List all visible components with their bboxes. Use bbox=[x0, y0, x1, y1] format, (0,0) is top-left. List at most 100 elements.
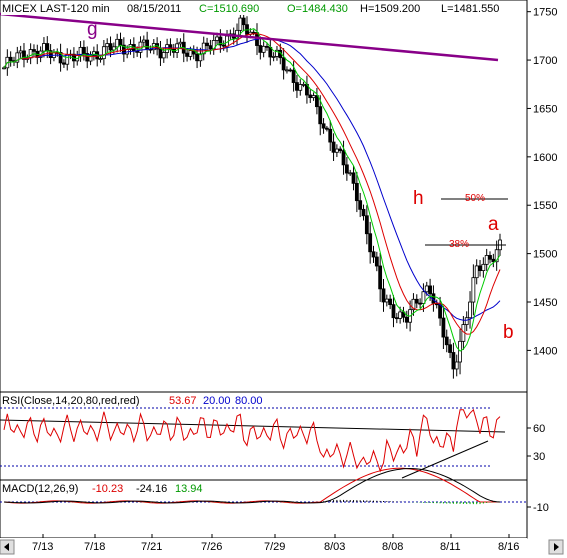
candle-body bbox=[468, 301, 472, 319]
candle-body bbox=[364, 215, 369, 235]
candle-body bbox=[338, 148, 343, 152]
candle-body bbox=[331, 141, 336, 153]
scroll-left-button[interactable] bbox=[0, 539, 15, 555]
candle-body bbox=[334, 148, 339, 153]
y-tick-label: 1650 bbox=[533, 103, 557, 115]
scroll-right-button[interactable] bbox=[548, 539, 564, 555]
candle-body bbox=[141, 39, 146, 43]
candle-body bbox=[311, 95, 316, 99]
candle-body bbox=[241, 17, 246, 26]
candle-body bbox=[58, 52, 63, 64]
moving-average-blue bbox=[3, 37, 501, 321]
candle-body bbox=[8, 56, 13, 62]
y-tick-label: 1400 bbox=[533, 345, 557, 357]
candle-body bbox=[221, 44, 226, 47]
candle-body bbox=[281, 57, 286, 71]
macd-histogram bbox=[6, 499, 498, 505]
candle-body bbox=[238, 17, 243, 31]
macd-signal-line bbox=[3, 467, 501, 504]
candle-body bbox=[265, 45, 269, 48]
header-open: O=1484.430 bbox=[287, 3, 348, 15]
candle-body bbox=[115, 38, 120, 48]
candle-body bbox=[378, 265, 383, 290]
y-axis-ticks: 1750 1700 1650 1600 1550 1500 1450 1400 bbox=[527, 7, 557, 357]
rsi-low-level: 20.00 bbox=[203, 395, 231, 407]
candle-body bbox=[288, 69, 293, 72]
candle-body bbox=[32, 49, 36, 52]
candle-body bbox=[348, 172, 353, 175]
candle-body bbox=[185, 52, 189, 57]
candle-body bbox=[195, 53, 199, 62]
rsi-high-level: 80.00 bbox=[235, 395, 263, 407]
candle-body bbox=[398, 311, 403, 319]
candle-body bbox=[344, 164, 349, 174]
y-tick-label: 1750 bbox=[533, 7, 557, 19]
candle-body bbox=[421, 291, 426, 304]
candle-body bbox=[381, 288, 386, 303]
candle-body bbox=[215, 36, 219, 41]
candle-body bbox=[391, 304, 396, 319]
candle-body bbox=[491, 258, 496, 263]
candle-body bbox=[251, 31, 256, 34]
candle-body bbox=[188, 50, 193, 57]
macd-signal-value: -24.16 bbox=[136, 483, 167, 495]
candle-body bbox=[351, 172, 356, 184]
candle-body bbox=[315, 95, 319, 108]
candle-body bbox=[441, 317, 446, 338]
candle-body bbox=[451, 352, 456, 370]
wave-a-label: a bbox=[488, 214, 499, 235]
candle-body bbox=[295, 82, 299, 91]
x-tick-label: 7/18 bbox=[84, 541, 105, 553]
candle-body bbox=[361, 208, 366, 217]
moving-average-red bbox=[3, 33, 501, 335]
candle-body bbox=[285, 69, 289, 72]
candle-body bbox=[374, 256, 379, 267]
scroll-right-icon bbox=[554, 543, 559, 551]
candle-body bbox=[108, 43, 113, 51]
candle-body bbox=[418, 302, 423, 305]
candle-body bbox=[358, 200, 363, 210]
macd-label: MACD(12,26,9) bbox=[2, 483, 78, 495]
candle-body bbox=[484, 255, 489, 265]
candle-body bbox=[105, 43, 110, 48]
header-date: 08/15/2011 bbox=[127, 3, 181, 15]
candle-body bbox=[22, 50, 26, 60]
y-tick-label: 1500 bbox=[533, 249, 557, 261]
candle-body bbox=[318, 106, 323, 125]
candle-body bbox=[424, 285, 429, 293]
macd-value: -10.23 bbox=[92, 483, 123, 495]
y-tick-label: 1600 bbox=[533, 152, 557, 164]
rsi-panel bbox=[0, 391, 528, 481]
candle-body bbox=[404, 316, 409, 323]
candle-body bbox=[448, 344, 452, 353]
candle-body bbox=[98, 58, 103, 61]
rsi-line bbox=[3, 408, 501, 473]
header-high: H=1509.200 bbox=[360, 3, 420, 15]
macd-hist-value: 13.94 bbox=[175, 483, 203, 495]
candle-body bbox=[354, 182, 359, 202]
candle-body bbox=[388, 298, 393, 306]
candle-body bbox=[18, 50, 23, 54]
candle-body bbox=[464, 317, 469, 325]
x-tick-label: 8/11 bbox=[440, 541, 461, 553]
candle-body bbox=[45, 43, 50, 51]
candle-body bbox=[341, 150, 346, 166]
candle-body bbox=[414, 298, 419, 304]
candle-body bbox=[428, 285, 432, 295]
candle-body bbox=[218, 36, 223, 46]
candle-body bbox=[28, 49, 33, 59]
candle-body bbox=[328, 128, 333, 143]
candle-body bbox=[15, 52, 20, 63]
macd-line bbox=[3, 467, 500, 504]
candle-body bbox=[488, 255, 492, 260]
candle-body bbox=[2, 67, 6, 70]
candle-body bbox=[65, 54, 70, 65]
header-bg bbox=[1, 1, 525, 15]
candle-body bbox=[494, 249, 499, 263]
wave-g-label: g bbox=[87, 19, 98, 40]
candle-body bbox=[198, 53, 203, 62]
candle-body bbox=[42, 43, 46, 52]
candle-body bbox=[261, 45, 266, 53]
x-tick-label: 7/13 bbox=[32, 541, 53, 553]
candle-body bbox=[481, 263, 486, 272]
